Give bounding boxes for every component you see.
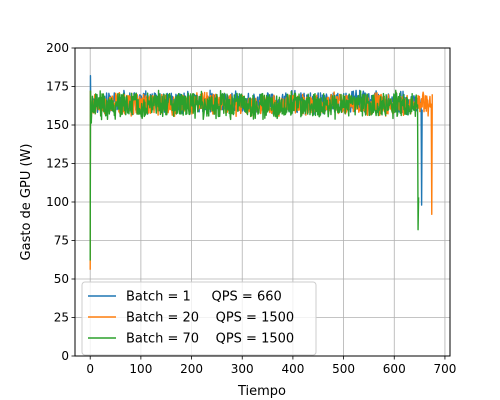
y-tick-label: 25 xyxy=(54,311,69,325)
x-tick-label: 200 xyxy=(180,362,203,376)
y-tick-label: 175 xyxy=(46,80,69,94)
y-tick-label: 200 xyxy=(46,41,69,55)
series-line xyxy=(89,89,420,261)
series-lines xyxy=(89,75,433,270)
y-tick-label: 150 xyxy=(46,118,69,132)
x-tick-label: 0 xyxy=(86,362,94,376)
x-axis-label: Tiempo xyxy=(237,384,286,399)
legend-label: Batch = 70 QPS = 1500 xyxy=(126,332,294,347)
legend-label: Batch = 1 QPS = 660 xyxy=(126,290,282,305)
legend-label: Batch = 20 QPS = 1500 xyxy=(126,311,294,326)
x-tick-label: 700 xyxy=(433,362,456,376)
x-tick-label: 500 xyxy=(332,362,355,376)
y-axis-label: Gasto de GPU (W) xyxy=(19,144,34,261)
y-tick-label: 0 xyxy=(61,349,69,363)
axis-ticks: 0 100 200 300 400 500 600 700 0 25 50 75 100 125 150 17… xyxy=(46,41,456,376)
y-tick-label: 100 xyxy=(46,195,69,209)
y-tick-label: 125 xyxy=(46,157,69,171)
x-tick-label: 600 xyxy=(383,362,406,376)
y-tick-label: 50 xyxy=(54,272,69,286)
x-tick-label: 100 xyxy=(129,362,152,376)
x-tick-label: 300 xyxy=(231,362,254,376)
y-tick-label: 75 xyxy=(54,234,69,248)
x-tick-label: 400 xyxy=(281,362,304,376)
legend: Batch = 1 QPS = 660 Batch = 20 QPS = 1500… xyxy=(81,281,317,356)
legend-box xyxy=(81,281,317,356)
